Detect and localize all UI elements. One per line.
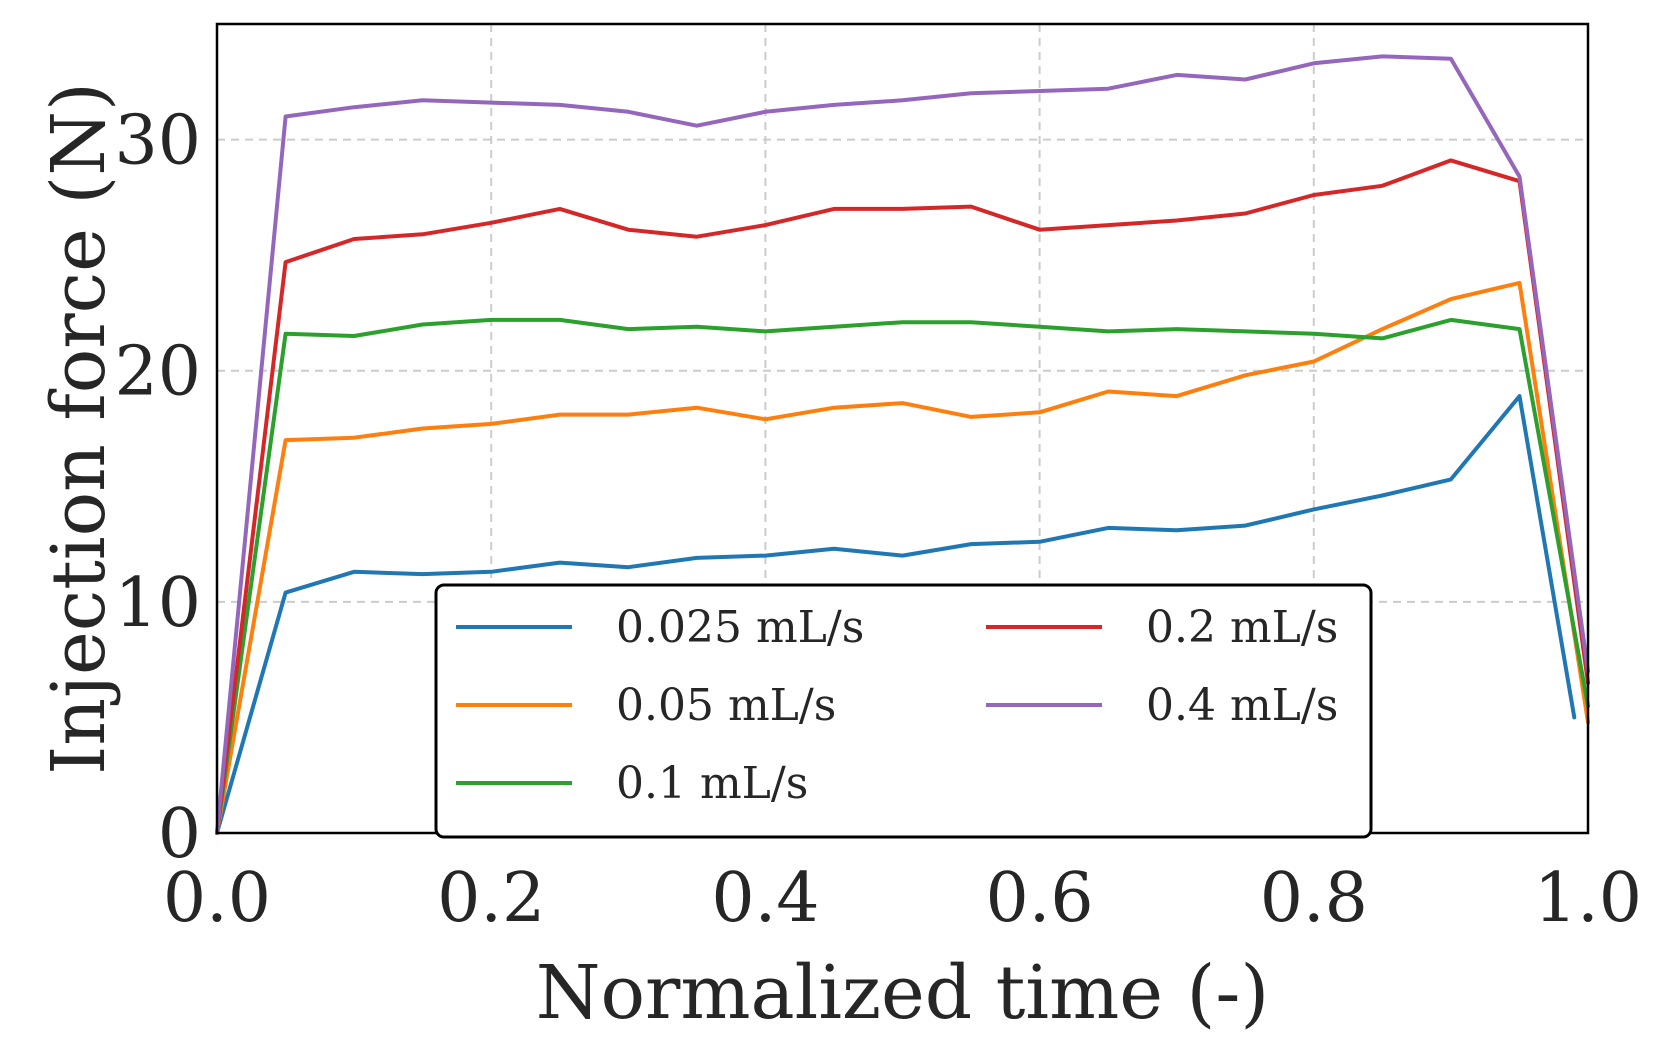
x-axis-label: Normalized time (-): [536, 950, 1270, 1036]
x-tick-label: 0.4: [711, 859, 819, 938]
legend-label: 0.1 mL/s: [616, 758, 808, 809]
series-line-3: [215, 158, 1590, 835]
legend: 0.025 mL/s 0.05 mL/s 0.1 mL/s 0.2 mL/s 0.4 m…: [434, 583, 1373, 839]
y-tick-label: 0: [158, 795, 201, 874]
y-tick-label: 10: [114, 564, 201, 643]
series-lines: [215, 54, 1590, 835]
y-tick-label: 30: [114, 102, 201, 181]
x-tick-label: 0.8: [1260, 859, 1368, 938]
x-tick-label: 0.2: [437, 859, 545, 938]
legend-frame: [434, 583, 1373, 839]
x-tick-label: 1.0: [1534, 859, 1642, 938]
series-line-1: [215, 280, 1590, 835]
x-tick-label: 0.0: [163, 859, 271, 938]
legend-label: 0.025 mL/s: [616, 602, 864, 653]
y-axis-label: Injection force (N): [36, 82, 122, 775]
series-line-2: [215, 317, 1590, 835]
series-line-0: [215, 394, 1577, 835]
series-line-4: [215, 54, 1590, 835]
y-tick-labels: 0 10 20 30: [114, 102, 201, 874]
legend-label: 0.05 mL/s: [616, 680, 836, 731]
y-tick-label: 20: [114, 333, 201, 412]
legend-label: 0.2 mL/s: [1146, 602, 1338, 653]
x-tick-label: 0.6: [986, 859, 1094, 938]
legend-label: 0.4 mL/s: [1146, 680, 1338, 731]
x-tick-labels: 0.0 0.2 0.4 0.6 0.8 1.0: [163, 859, 1642, 938]
